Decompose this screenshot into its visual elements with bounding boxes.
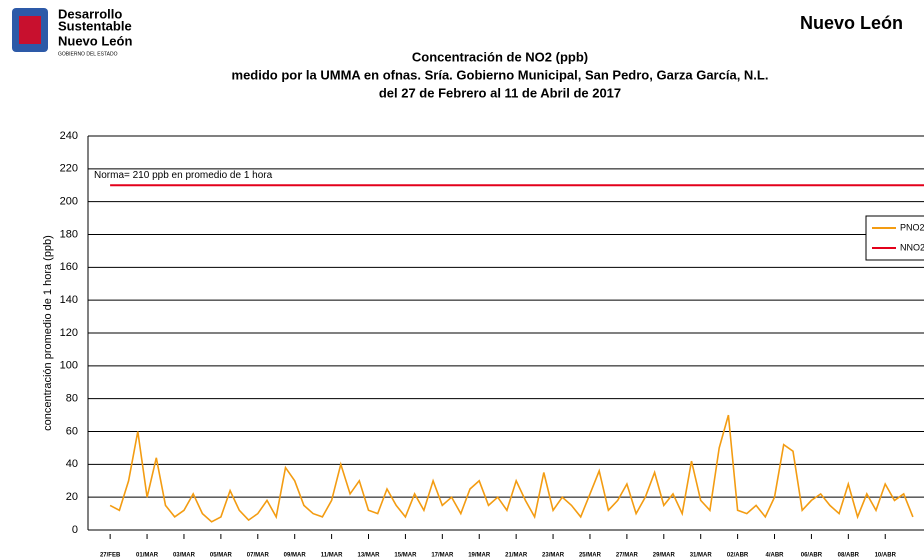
x-tick-label: 19/MAR <box>468 553 491 559</box>
chart-title: medido por la UMMA en ofnas. Sría. Gobie… <box>232 67 769 82</box>
y-tick-label: 200 <box>60 196 78 208</box>
x-tick-label: 02/ABR <box>727 553 749 559</box>
x-tick-label: 13/MAR <box>358 553 381 559</box>
x-tick-label: 10/ABR <box>875 553 897 559</box>
x-tick-label: 29/MAR <box>653 553 676 559</box>
emblem-inner <box>19 16 41 44</box>
x-tick-label: 03/MAR <box>173 553 196 559</box>
y-tick-label: 240 <box>60 130 78 142</box>
y-tick-label: 160 <box>60 261 78 273</box>
y-axis-label: concentración promedio de 1 hora (ppb) <box>42 235 54 431</box>
x-tick-label: 27/MAR <box>616 553 639 559</box>
y-tick-label: 100 <box>60 360 78 372</box>
x-tick-label: 15/MAR <box>394 553 417 559</box>
logo-text: Desarrollo <box>58 6 122 21</box>
line-series <box>109 414 914 523</box>
y-tick-label: 220 <box>60 163 78 175</box>
x-tick-label: 27/FEB <box>100 553 121 559</box>
y-tick-label: 20 <box>66 491 78 503</box>
x-tick-label: 17/MAR <box>431 553 454 559</box>
x-tick-label: 4/ABR <box>766 553 785 559</box>
y-tick-label: 80 <box>66 393 78 405</box>
x-tick-label: 05/MAR <box>210 553 233 559</box>
y-tick-label: 60 <box>66 425 78 437</box>
x-tick-label: 09/MAR <box>284 553 307 559</box>
x-tick-label: 31/MAR <box>690 553 713 559</box>
y-tick-label: 0 <box>72 524 78 536</box>
chart-title: del 27 de Febrero al 11 de Abril de 2017 <box>379 85 621 100</box>
logo-text: Sustentable <box>58 18 132 33</box>
y-tick-label: 180 <box>60 228 78 240</box>
legend-label: NNO2 <box>900 242 924 252</box>
x-tick-label: 25/MAR <box>579 553 602 559</box>
x-tick-label: 07/MAR <box>247 553 270 559</box>
logo-text: Nuevo León <box>58 33 132 48</box>
y-tick-label: 140 <box>60 294 78 306</box>
logo-text: GOBIERNO DEL ESTADO <box>58 51 118 57</box>
x-tick-label: 23/MAR <box>542 553 565 559</box>
x-tick-label: 08/ABR <box>838 553 860 559</box>
x-tick-label: 21/MAR <box>505 553 528 559</box>
legend-label: PNO2 <box>900 222 924 232</box>
chart-title: Concentración de NO2 (ppb) <box>412 49 588 64</box>
right-logo: Nuevo León <box>800 13 903 33</box>
x-tick-label: 01/MAR <box>136 553 159 559</box>
x-tick-label: 11/MAR <box>321 553 343 559</box>
annotation: Norma= 210 ppb en promedio de 1 hora <box>94 170 273 181</box>
legend-box <box>865 215 924 261</box>
y-tick-label: 40 <box>66 458 78 470</box>
y-tick-label: 120 <box>60 327 78 339</box>
x-tick-label: 06/ABR <box>801 553 823 559</box>
